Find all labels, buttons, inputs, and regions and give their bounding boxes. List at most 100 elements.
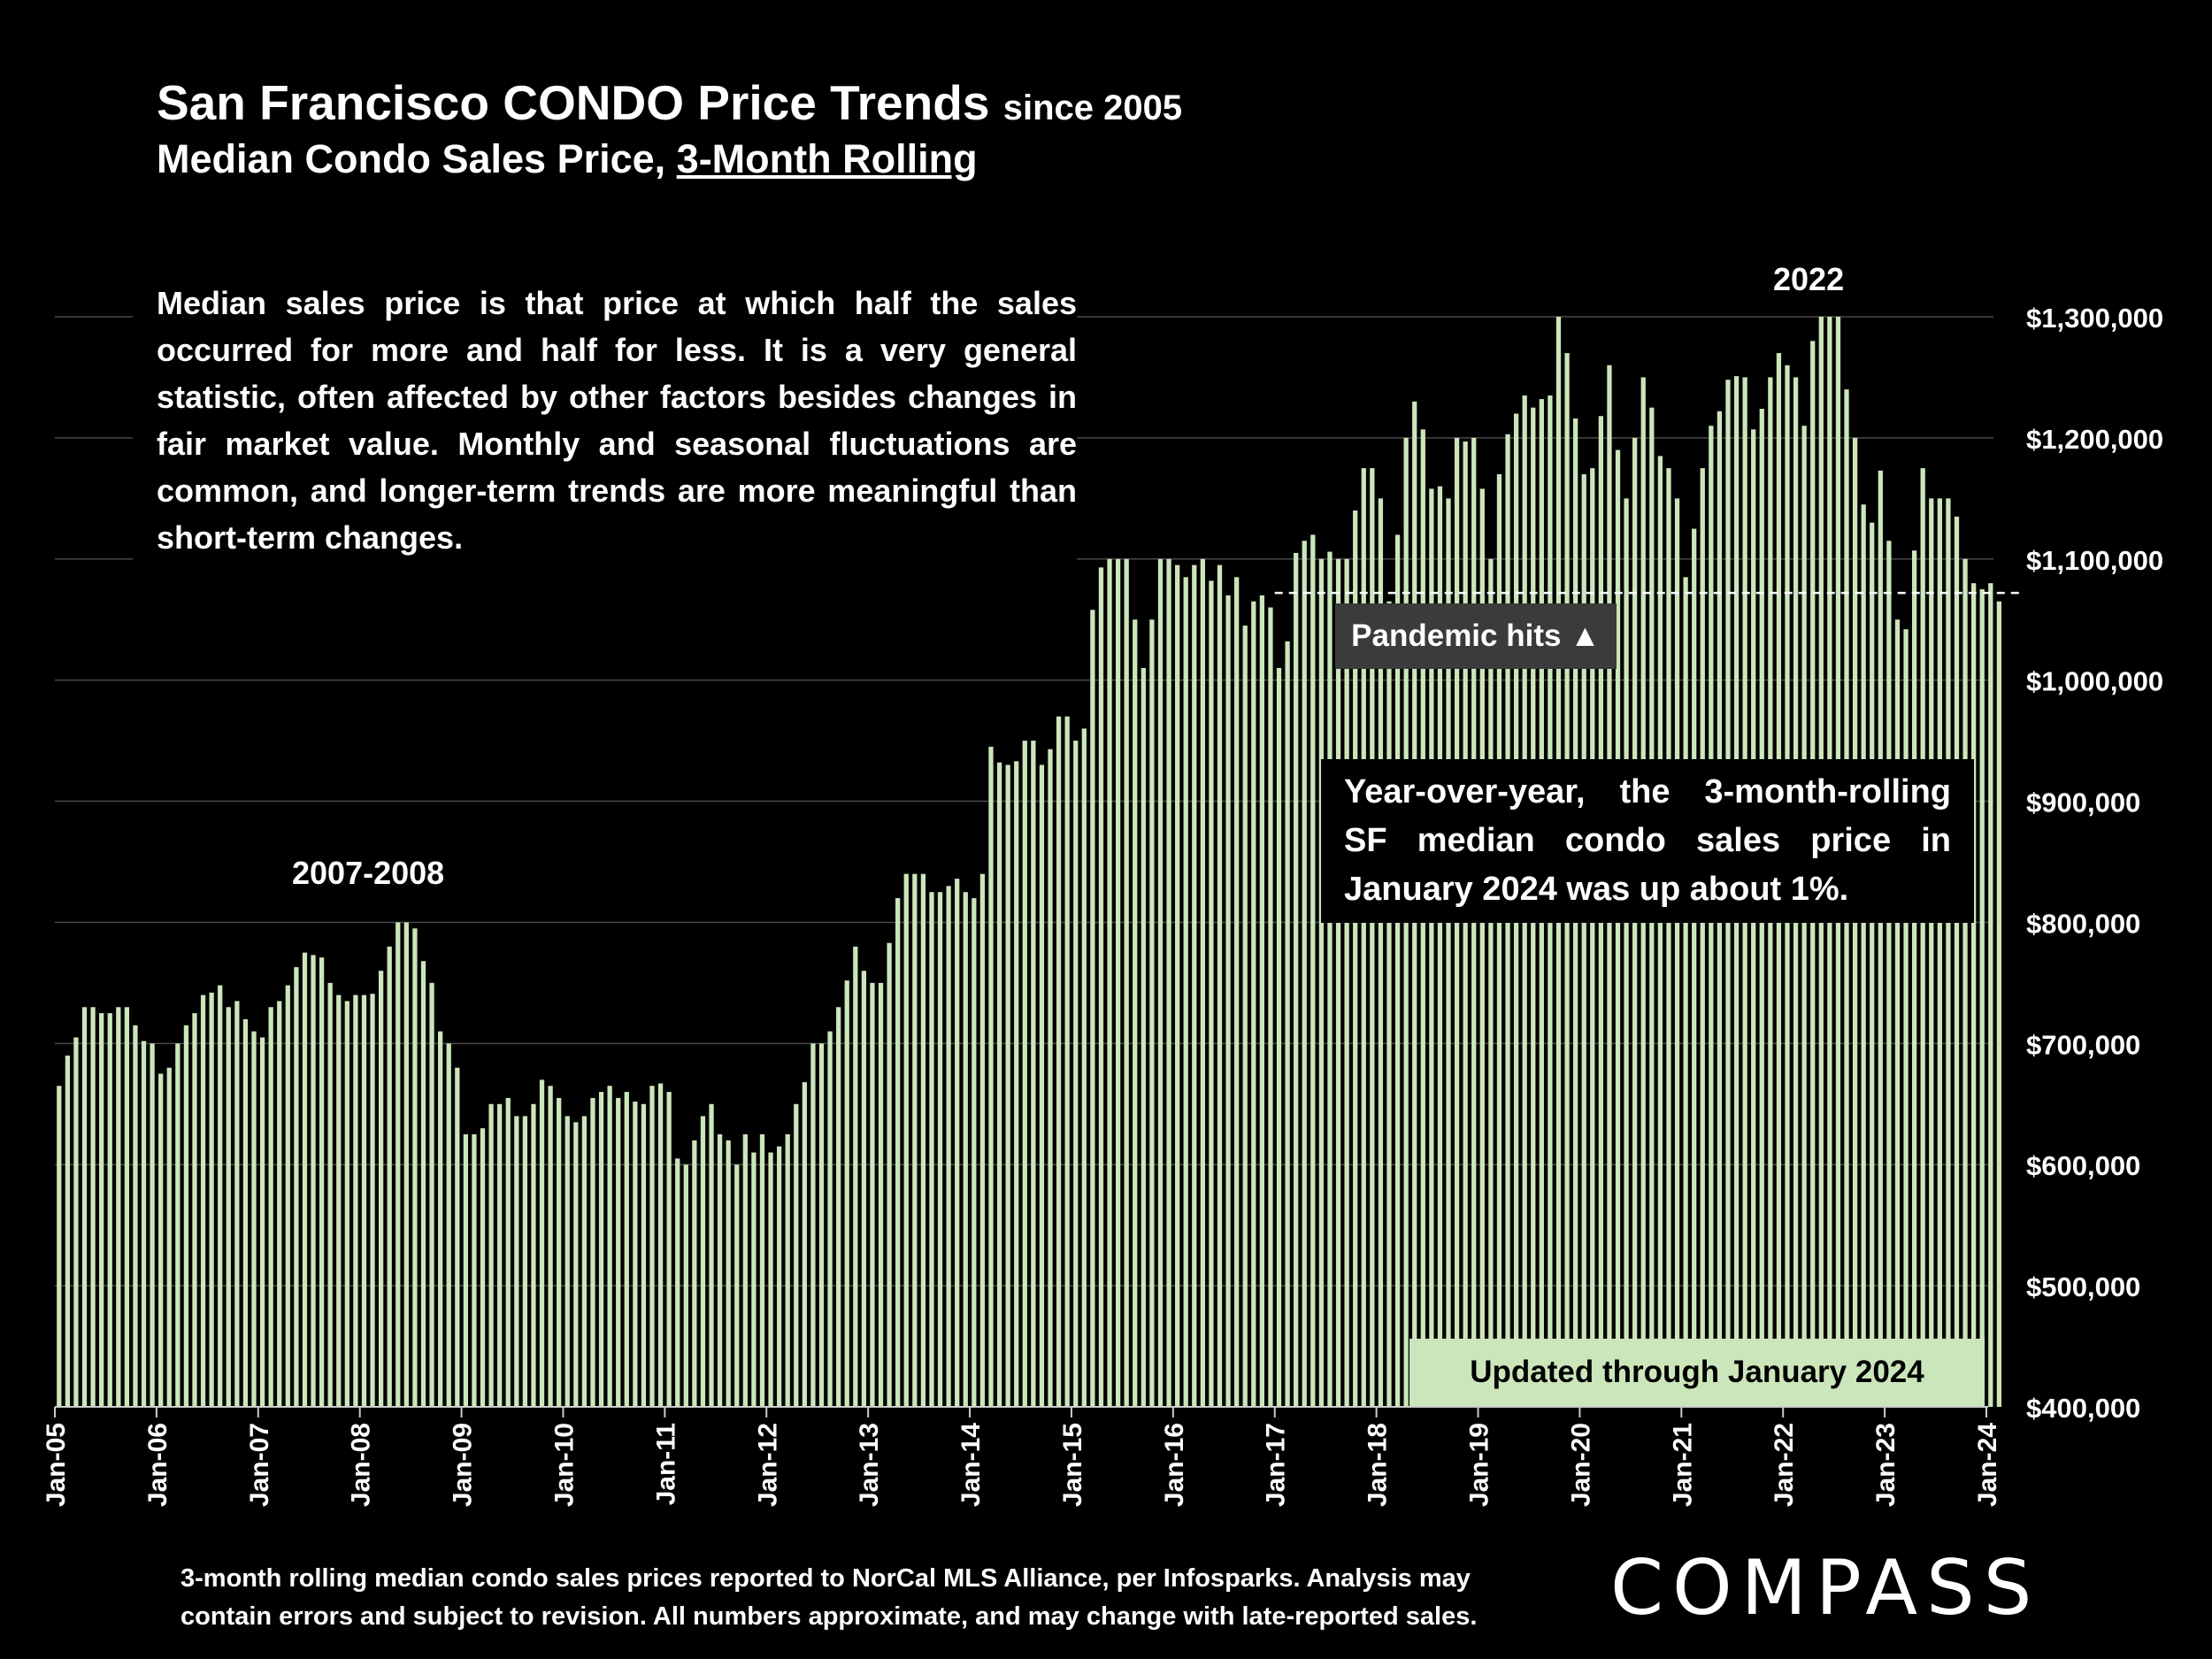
bar [1590,468,1595,1407]
yoy-note: Year-over-year, the 3-month-rolling SF m… [1321,759,1974,923]
bar [505,1097,511,1407]
x-tick-label: Jan-14 [956,1423,986,1507]
bar [1437,486,1443,1407]
bar [1285,641,1290,1407]
bar [1361,468,1366,1407]
bar [657,1083,664,1407]
bar [1496,473,1502,1407]
bar [1310,534,1316,1407]
bar [742,1134,748,1407]
x-tick-label: Jan-06 [143,1423,173,1507]
y-tick-label: $900,000 [2026,787,2140,818]
bar [794,1103,799,1407]
bar [912,873,918,1407]
bar [1209,580,1214,1407]
bar [1370,468,1375,1407]
bar [1692,528,1697,1407]
axes: $400,000 $500,000 $600,000 $700,000 $800,000… [42,303,2163,1507]
bar [557,1097,562,1407]
bar [734,1164,740,1407]
bar [463,1134,468,1407]
bar [1039,764,1045,1407]
bar [1073,741,1079,1407]
compass-logo: COMPASS [1610,1544,2041,1632]
bar [412,928,418,1407]
bar [370,994,375,1407]
bar [175,1043,180,1407]
bar [183,1025,189,1407]
bar [387,946,392,1407]
bar [1141,667,1146,1407]
bar [844,980,849,1407]
bar [226,1007,231,1407]
bar [344,1001,349,1407]
bar [268,1007,273,1407]
bar [429,982,434,1407]
bar [403,922,409,1407]
bar [590,1097,595,1407]
x-tick-label: Jan-21 [1668,1423,1697,1507]
bar [353,995,358,1407]
bar [141,1041,147,1407]
bar [73,1037,79,1407]
updated-badge: Updated through January 2024 [1409,1339,1985,1406]
x-tick-label: Jan-17 [1262,1423,1291,1507]
bar [1946,498,1951,1408]
bar [979,873,986,1407]
bar [311,955,316,1407]
bar [251,1031,257,1407]
bar [1463,441,1468,1407]
y-tick-label: $1,300,000 [2026,303,2163,334]
bar [1988,583,1993,1407]
bar [302,952,308,1407]
bar [1294,552,1299,1407]
bar [192,1013,197,1407]
x-tick-label: Jan-24 [1973,1423,2002,1507]
bar [683,1164,688,1407]
bar [751,1152,757,1407]
bar [726,1140,731,1407]
bar [607,1086,612,1407]
bar [1318,558,1325,1407]
x-tick-label: Jan-15 [1058,1423,1087,1507]
bar [1886,541,1892,1407]
x-tick-label: Jan-16 [1160,1423,1189,1507]
bar [361,995,367,1407]
bar [438,1031,443,1407]
bar [1870,522,1875,1407]
bar [641,1103,647,1407]
bar [150,1043,155,1407]
bar [81,1007,88,1407]
bar [810,1043,816,1407]
y-tick-label: $1,100,000 [2026,545,2163,576]
bar [158,1073,164,1407]
x-tick-label: Jan-18 [1363,1423,1393,1507]
bar [378,971,384,1407]
bar [1971,583,1977,1407]
bar [675,1158,680,1407]
bar [963,892,968,1407]
bar [1098,567,1104,1407]
bar [1022,741,1027,1407]
bar [1657,456,1663,1407]
bar [1217,565,1223,1407]
bar [107,1013,112,1407]
bar [277,1001,282,1407]
bar [166,1067,172,1407]
bar [861,971,867,1407]
bar [124,1007,130,1407]
bar [1903,629,1909,1407]
bar [1581,473,1586,1407]
bar [200,995,206,1407]
bar [1005,764,1010,1407]
chart-title-main: San Francisco CONDO Price Trends [157,75,990,130]
y-tick-label: $400,000 [2026,1393,2140,1424]
annotation-2007-2008: 2007-2008 [292,855,445,891]
y-tick-label: $500,000 [2026,1271,2140,1302]
bar [1268,607,1273,1407]
bar [929,892,934,1407]
bar [1920,468,1925,1407]
x-tick-label: Jan-07 [245,1423,274,1507]
bar [692,1140,697,1407]
bar [759,1134,765,1407]
